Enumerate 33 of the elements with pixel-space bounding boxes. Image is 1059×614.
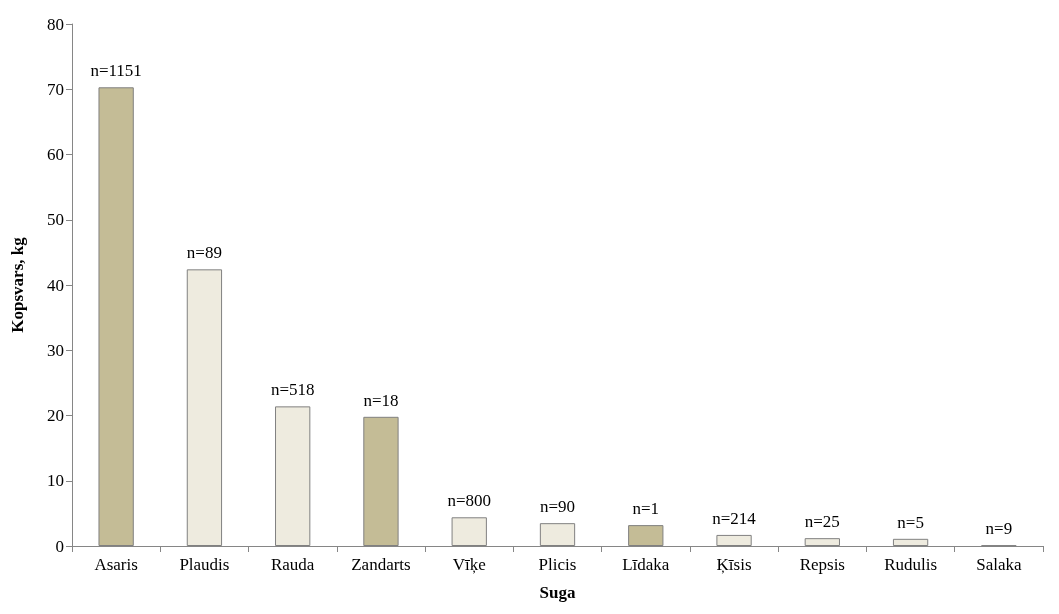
- x-tick-label: Plaudis: [179, 555, 230, 574]
- y-tick-label: 40: [47, 275, 64, 295]
- y-tick-label: 30: [47, 340, 64, 360]
- annotation: n=1151: [90, 61, 142, 81]
- annotation: n=5: [897, 512, 924, 532]
- x-tick-label: Rudulis: [884, 555, 938, 574]
- annotation: n=214: [712, 508, 757, 528]
- x-tick-label: Līdaka: [622, 555, 670, 574]
- x-tick-label: Repsis: [799, 555, 845, 574]
- x-tick-label: Plicis: [538, 555, 577, 574]
- y-tick-label: 80: [47, 14, 64, 34]
- annotation: n=18: [363, 390, 399, 410]
- annotation: n=25: [804, 512, 840, 532]
- x-tick-label: Asaris: [94, 555, 138, 574]
- annotation: n=800: [447, 491, 492, 511]
- annotation: n=1: [632, 499, 660, 519]
- annotation: n=89: [186, 243, 222, 263]
- x-tick-label: Salaka: [976, 555, 1022, 574]
- y-tick-label: 10: [47, 471, 64, 491]
- x-tick-label: Ķīsis: [716, 555, 752, 574]
- annotation: n=9: [985, 519, 1013, 539]
- y-tick-label: 50: [47, 210, 64, 230]
- x-axis-title: Suga: [539, 583, 576, 602]
- annotation: n=90: [539, 497, 576, 517]
- y-tick-label: 60: [47, 145, 64, 164]
- x-tick-label: Vīķe: [452, 555, 486, 574]
- y-tick-label: 70: [47, 79, 64, 99]
- y-axis-title: Kopsvars, kg: [8, 236, 27, 333]
- y-tick-label: 0: [55, 536, 64, 556]
- y-tick-label: 20: [47, 406, 64, 425]
- x-tick-label: Zandarts: [351, 555, 411, 574]
- annotation: n=518: [270, 380, 315, 400]
- x-tick-label: Rauda: [270, 555, 315, 574]
